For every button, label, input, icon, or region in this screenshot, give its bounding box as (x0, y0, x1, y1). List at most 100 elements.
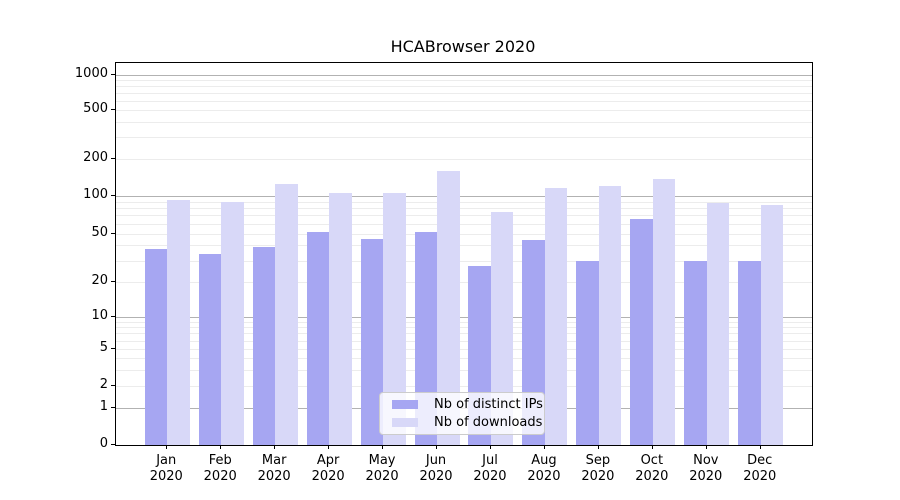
month-label: Aug (531, 453, 557, 468)
gridline-minor (116, 121, 812, 123)
x-axis-tick-label: Nov 2020 (676, 453, 736, 485)
x-axis-tick-label: Dec 2020 (730, 453, 790, 485)
gridline-minor (116, 358, 812, 359)
bar-downloads-jun (437, 170, 460, 445)
gridline-minor (116, 100, 812, 102)
bar-downloads-may (383, 193, 406, 445)
y-axis-tick-label: 20 (91, 273, 108, 288)
y-axis-tick-label: 100 (83, 187, 108, 202)
y-axis-tick-label: 1000 (74, 66, 108, 81)
year-label: 2020 (581, 469, 615, 484)
y-axis-tick (111, 316, 115, 317)
bar-ips-apr (306, 232, 330, 445)
y-axis-tick-label: 2 (99, 377, 108, 392)
month-label: Feb (208, 453, 232, 468)
legend-entry: Nb of distinct IPs (388, 397, 543, 412)
legend-label: Nb of distinct IPs (434, 397, 543, 413)
y-axis-tick (111, 385, 115, 386)
bar-downloads-sep (598, 185, 622, 445)
gridline-minor (116, 369, 812, 371)
bar-downloads-feb (221, 201, 244, 445)
x-axis-tick-label: May 2020 (352, 453, 412, 485)
x-axis-tick (328, 445, 330, 449)
x-axis-tick-label: Jan 2020 (136, 453, 196, 485)
bar-ips-jun (414, 232, 438, 445)
legend-entry: Nb of downloads (388, 415, 542, 430)
gridline-minor (116, 159, 812, 160)
chart-title: HCABrowser 2020 (390, 37, 536, 56)
month-label: Sep (585, 453, 611, 468)
gridline-minor (116, 201, 812, 203)
year-label: 2020 (527, 469, 561, 484)
gridline-minor (116, 386, 812, 387)
gridline-major (116, 196, 812, 197)
x-axis-tick (166, 445, 168, 449)
plot-area (115, 62, 813, 446)
gridline-minor (116, 223, 812, 225)
y-axis-tick-label: 1 (99, 399, 108, 414)
month-label: May (368, 453, 396, 468)
bar-ips-may (360, 239, 384, 445)
x-axis-tick (543, 445, 545, 449)
x-axis-tick (274, 445, 276, 449)
gridline-minor (116, 233, 812, 235)
x-axis-tick (651, 445, 653, 449)
bar-ips-jan (144, 249, 168, 445)
year-label: 2020 (311, 469, 345, 484)
bar-downloads-mar (275, 184, 298, 445)
bar-downloads-dec (760, 204, 784, 445)
y-axis-tick-label: 50 (91, 224, 108, 240)
month-label: Jul (482, 453, 498, 468)
gridline-minor (116, 137, 812, 139)
y-axis-tick (111, 195, 115, 196)
month-label: Apr (316, 453, 340, 468)
x-axis-tick-label: Apr 2020 (298, 453, 358, 485)
gridline-minor (116, 349, 812, 350)
y-axis-tick (111, 407, 115, 408)
month-label: Jun (425, 453, 447, 468)
y-axis-tick (111, 109, 115, 110)
bar-ips-sep (576, 260, 599, 445)
gridline-minor (116, 333, 812, 335)
y-axis-tick-label: 500 (83, 101, 108, 116)
gridline-major (116, 317, 812, 318)
year-label: 2020 (149, 469, 183, 484)
gridline-minor (116, 86, 812, 88)
gridline-minor (116, 327, 812, 329)
bar-ips-mar (252, 246, 276, 445)
x-axis-tick (759, 445, 761, 449)
year-label: 2020 (257, 469, 291, 484)
y-axis-tick (111, 158, 115, 159)
month-label: Mar (261, 453, 287, 468)
legend: Nb of distinct IPs Nb of downloads (379, 392, 545, 435)
year-label: 2020 (635, 469, 669, 484)
bar-downloads-nov (706, 202, 730, 445)
x-axis-tick-label: Oct 2020 (622, 453, 682, 485)
gridline-minor (116, 208, 812, 210)
x-axis-tick (489, 445, 491, 449)
legend-swatch-downloads (392, 417, 418, 427)
bar-ips-feb (198, 253, 222, 445)
y-axis-tick (111, 74, 115, 75)
y-axis-tick (111, 444, 115, 445)
gridline-minor (116, 93, 812, 94)
month-label: Oct (640, 453, 664, 468)
x-axis-tick (220, 445, 222, 449)
year-label: 2020 (743, 469, 777, 484)
legend-swatch-ips (392, 400, 418, 410)
x-axis-tick (436, 445, 438, 449)
year-label: 2020 (365, 469, 399, 484)
gridline-minor (116, 321, 812, 323)
x-axis-tick-label: Sep 2020 (568, 453, 628, 485)
bar-downloads-oct (652, 179, 676, 445)
year-label: 2020 (419, 469, 453, 484)
bar-downloads-jan (167, 199, 190, 445)
bar-downloads-aug (544, 187, 568, 445)
year-label: 2020 (473, 469, 507, 484)
bar-ips-dec (738, 260, 761, 445)
x-axis-tick-label: Aug 2020 (514, 453, 574, 485)
gridline-minor (116, 80, 812, 82)
gridline-minor (116, 282, 812, 283)
x-axis-tick-label: Feb 2020 (190, 453, 250, 485)
y-axis-tick (111, 281, 115, 282)
